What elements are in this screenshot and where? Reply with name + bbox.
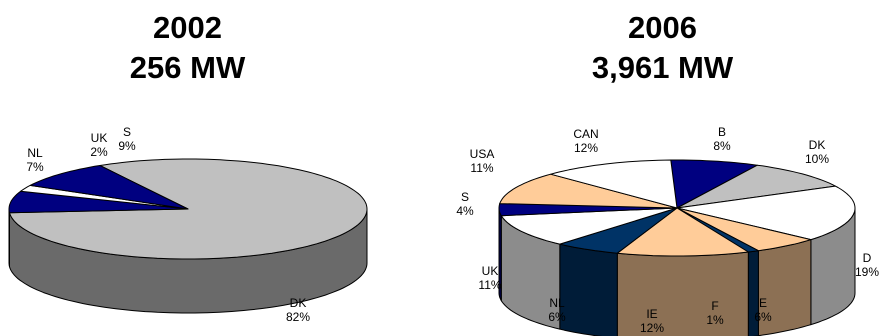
data-label-nl: NL 7% [26, 146, 44, 174]
pie-slice-can [550, 159, 678, 209]
pie-slice-s [498, 203, 678, 217]
pie-slice-nl [8, 190, 189, 214]
data-label-uk: UK 11% [478, 264, 501, 292]
chart-title-year: 2006 [628, 10, 697, 45]
pie-side-wall-nl [8, 208, 10, 268]
pie-side-wall-ie [616, 251, 749, 336]
chart-title-capacity: 3,961 MW [591, 50, 734, 85]
data-label-usa: USA 11% [470, 147, 495, 175]
data-label-uk: UK 2% [90, 131, 108, 159]
pie-data-labels: DK 82% NL 7% UK 2% S 9% [26, 125, 310, 324]
pie-top-slices [498, 159, 856, 257]
pie-slice-d [676, 185, 856, 241]
pie-chart-2002: 2002 256 MW DK 82% NL 7% UK 2% S 9% [0, 0, 375, 336]
pie-slice-uk [500, 207, 678, 245]
data-label-ie: IE 12% [640, 307, 664, 335]
pie-slice-nl [559, 207, 678, 254]
data-label-e: E 6% [754, 296, 772, 324]
pie-slice-e [676, 207, 812, 252]
chart-title: 2006 3,961 MW [440, 8, 885, 88]
chart-title: 2002 256 MW [0, 8, 375, 88]
chart-title-year: 2002 [153, 10, 222, 45]
data-label-s: S 9% [118, 125, 136, 153]
pie-slice-b [670, 159, 758, 209]
data-label-can: CAN 12% [573, 127, 598, 155]
pie-plot-area: B 8% DK 10% D 19% E 6% F 1% IE 12% NL 6% UK 11% S 4% USA 11… [456, 125, 879, 336]
pie-side-wall-nl [559, 243, 618, 336]
data-label-d: D 19% [855, 251, 879, 279]
data-label-dk: DK 82% [286, 296, 310, 324]
pie-chart-2006: 2006 3,961 MW B 8% DK 10% D 19% E 6% F 1% IE 12% NL 6… [440, 0, 885, 336]
data-label-b: B 8% [713, 125, 731, 153]
chart-title-capacity: 256 MW [129, 50, 246, 85]
pie-data-labels: B 8% DK 10% D 19% E 6% F 1% IE 12% NL 6% UK 11% S 4% USA 11… [456, 125, 879, 335]
pie-slice-s [29, 165, 189, 210]
data-label-dk: DK 10% [805, 138, 829, 166]
pie-plot-area: DK 82% NL 7% UK 2% S 9% [8, 125, 368, 324]
data-label-f: F 1% [706, 299, 724, 327]
data-label-nl: NL 6% [548, 296, 566, 324]
pie-slice-dk [676, 164, 836, 209]
data-label-s: S 4% [456, 190, 474, 218]
pie-slice-ie [616, 207, 749, 257]
pie-top-slices [8, 158, 368, 260]
pie-slice-usa [499, 173, 678, 209]
